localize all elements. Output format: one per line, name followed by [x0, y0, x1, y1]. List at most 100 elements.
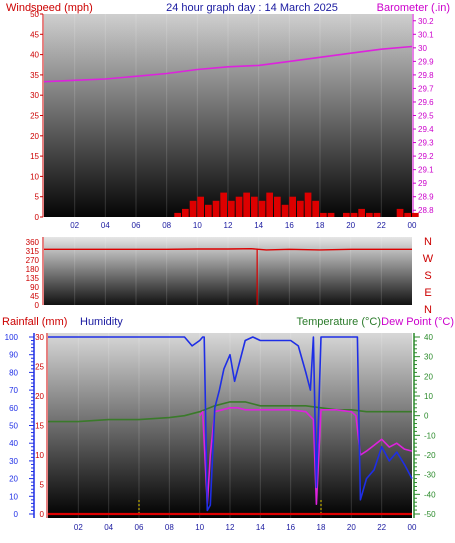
- temperature-axis-title: Temperature (°C): [297, 316, 381, 328]
- x-tick-label: 14: [254, 221, 263, 230]
- rain-tick-label: 15: [35, 422, 44, 431]
- direction-tick-label: 0: [35, 301, 40, 310]
- x-tick-label: 08: [162, 221, 171, 230]
- wind-bar: [289, 196, 296, 217]
- x-tick-label: 22: [377, 523, 386, 532]
- rain-tick-label: 5: [40, 481, 45, 490]
- left-tick-label: 20: [30, 132, 39, 141]
- wind-bar: [197, 196, 204, 217]
- left-axis-title: Windspeed (mph): [6, 2, 93, 14]
- wind-bar: [205, 204, 212, 217]
- direction-tick-label: 135: [26, 274, 40, 283]
- x-tick-label: 22: [377, 221, 386, 230]
- humidity-tick-label: 30: [9, 457, 18, 466]
- humidity-tick-label: 100: [5, 333, 19, 342]
- wind-bar: [251, 196, 258, 217]
- x-tick-label: 10: [195, 523, 204, 532]
- chart-title: 24 hour graph day : 14 March 2025: [166, 2, 338, 14]
- wind-bar: [174, 212, 181, 217]
- humidity-tick-label: 10: [9, 492, 18, 501]
- wind-bar: [312, 200, 319, 217]
- temperature-tick-label: -50: [424, 510, 436, 519]
- x-tick-label: 18: [317, 523, 326, 532]
- x-tick-label: 00: [408, 221, 417, 230]
- wind-bar: [220, 192, 227, 217]
- x-tick-label: 16: [285, 221, 294, 230]
- humidity-tick-label: 50: [9, 422, 18, 431]
- wind-bar: [327, 212, 335, 217]
- left-tick-label: 40: [30, 51, 39, 60]
- humidity-tick-label: 20: [9, 475, 18, 484]
- x-tick-label: 20: [347, 523, 356, 532]
- wind-bar: [228, 200, 235, 217]
- right-tick-label: 29.3: [418, 139, 434, 148]
- x-tick-label: 06: [132, 221, 141, 230]
- dewpoint-axis-title: Dew Point (°C): [381, 316, 454, 328]
- temperature-tick-label: -20: [424, 451, 436, 460]
- direction-tick-label: 180: [26, 265, 40, 274]
- wind-bar: [281, 204, 289, 217]
- left-tick-label: 5: [35, 193, 40, 202]
- wind-bar: [396, 208, 404, 217]
- x-tick-label: 16: [286, 523, 295, 532]
- compass-label: E: [424, 287, 431, 299]
- wind-bar: [182, 208, 189, 217]
- compass-label: N: [424, 236, 432, 248]
- right-axis-title: Barometer (.in): [377, 2, 450, 14]
- wind-bar: [189, 200, 197, 217]
- x-tick-label: 00: [408, 523, 417, 532]
- right-tick-label: 28.9: [418, 193, 434, 202]
- right-tick-label: 29: [418, 179, 427, 188]
- wind-bar: [266, 192, 273, 217]
- right-tick-label: 29.2: [418, 152, 434, 161]
- wind-bar: [412, 212, 419, 217]
- humidity-tick-label: 60: [9, 404, 18, 413]
- rain-tick-label: 25: [35, 363, 44, 372]
- temperature-tick-label: -40: [424, 490, 436, 499]
- right-tick-label: 29.6: [418, 98, 434, 107]
- right-tick-label: 29.7: [418, 84, 434, 93]
- humidity-line: [48, 336, 413, 512]
- right-tick-label: 30.2: [418, 17, 434, 26]
- dewpoint-line: [199, 406, 413, 506]
- wind-bar: [366, 212, 373, 217]
- rain-tick-label: 20: [35, 392, 44, 401]
- right-tick-label: 29.1: [418, 166, 434, 175]
- left-tick-label: 35: [30, 71, 39, 80]
- left-tick-label: 50: [30, 10, 39, 19]
- wind-bar: [235, 196, 243, 217]
- right-tick-label: 28.8: [418, 206, 434, 215]
- right-tick-label: 29.9: [418, 57, 434, 66]
- humidity-temp-plot-area: [48, 333, 412, 518]
- wind-baro-plot-area: [44, 14, 412, 217]
- wind-bar: [274, 196, 281, 217]
- compass-label: N: [424, 304, 432, 316]
- right-tick-label: 30: [418, 44, 427, 53]
- humidity-tick-label: 90: [9, 351, 18, 360]
- humidity-tick-label: 70: [9, 386, 18, 395]
- rain-tick-label: 30: [35, 333, 44, 342]
- rain-axis-title: Rainfall (mm): [2, 316, 67, 328]
- humidity-tick-label: 80: [9, 368, 18, 377]
- right-tick-label: 29.4: [418, 125, 434, 134]
- humidity-axis-title: Humidity: [80, 316, 123, 328]
- temperature-tick-label: 40: [424, 333, 433, 342]
- x-tick-label: 04: [104, 523, 113, 532]
- barometer-line: [43, 45, 413, 83]
- x-tick-label: 10: [193, 221, 202, 230]
- wind-bar: [304, 192, 312, 217]
- x-tick-label: 08: [165, 523, 174, 532]
- temperature-tick-label: -30: [424, 471, 436, 480]
- wind-bar: [258, 200, 266, 217]
- rain-tick-label: 10: [35, 451, 44, 460]
- x-tick-label: 02: [70, 221, 79, 230]
- wind-bar: [343, 212, 350, 217]
- x-tick-label: 02: [74, 523, 83, 532]
- x-tick-label: 14: [256, 523, 265, 532]
- x-tick-label: 06: [135, 523, 144, 532]
- temperature-tick-label: 10: [424, 392, 433, 401]
- wind-bar: [404, 212, 411, 217]
- x-tick-label: 04: [101, 221, 110, 230]
- right-tick-label: 29.5: [418, 112, 434, 121]
